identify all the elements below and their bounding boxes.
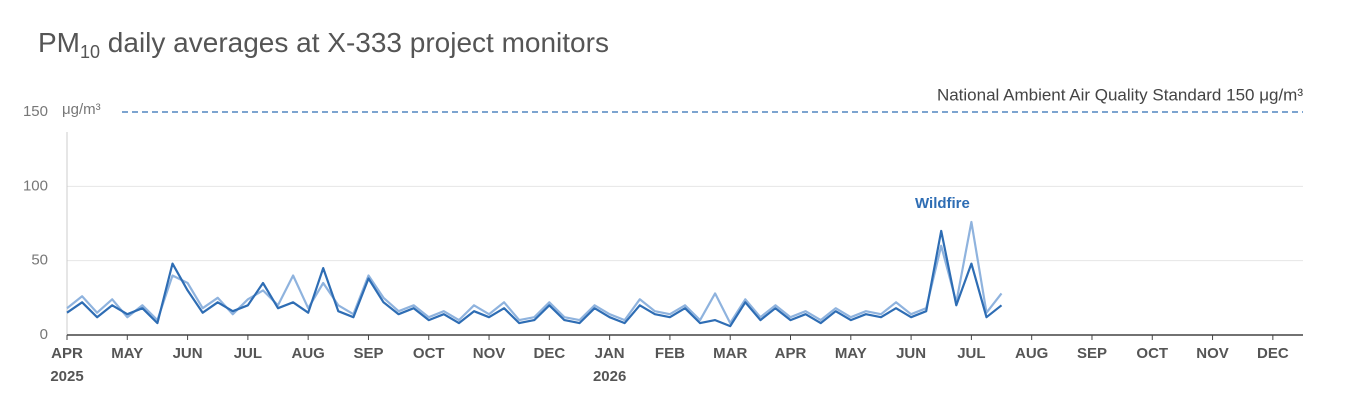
x-tick-label: OCT: [1136, 345, 1168, 362]
title-rest: daily averages at X-333 project monitors: [100, 27, 609, 58]
series-line: [66, 220, 1003, 325]
x-tick-label: DEC: [534, 345, 566, 362]
x-tick-label: JUN: [896, 345, 926, 362]
title-subscript: 10: [80, 42, 100, 62]
x-tick-label: MAY: [835, 345, 867, 362]
y-tick-label: 0: [40, 326, 48, 343]
y-unit: μg/m³: [62, 101, 101, 118]
y-tick-label: 150: [23, 103, 48, 120]
x-tick-label: APR: [775, 345, 807, 362]
x-tick-label: MAR: [713, 345, 747, 362]
annotation: Wildfire: [915, 195, 970, 212]
year-label: 2025: [50, 368, 83, 385]
x-tick-label: FEB: [655, 345, 685, 362]
title-main: PM: [38, 27, 80, 58]
x-tick-label: AUG: [291, 345, 324, 362]
year-label: 2026: [593, 368, 626, 385]
x-tick-label: AUG: [1015, 345, 1048, 362]
chart-title: PM10 daily averages at X-333 project mon…: [38, 27, 609, 61]
x-tick-label: NOV: [473, 345, 506, 362]
x-tick-label: MAY: [111, 345, 143, 362]
x-tick-label: JUL: [957, 345, 985, 362]
reference-label: National Ambient Air Quality Standard 15…: [937, 85, 1303, 104]
x-tick-label: APR: [51, 345, 83, 362]
y-tick-label: 100: [23, 177, 48, 194]
y-tick-label: 50: [31, 252, 48, 269]
x-tick-label: JUL: [234, 345, 262, 362]
x-tick-label: JAN: [595, 345, 625, 362]
x-tick-label: DEC: [1257, 345, 1289, 362]
x-tick-label: OCT: [413, 345, 445, 362]
x-tick-label: SEP: [353, 345, 383, 362]
x-tick-label: JUN: [173, 345, 203, 362]
x-tick-label: NOV: [1196, 345, 1229, 362]
x-tick-label: SEP: [1077, 345, 1107, 362]
series-line: [66, 229, 1003, 328]
